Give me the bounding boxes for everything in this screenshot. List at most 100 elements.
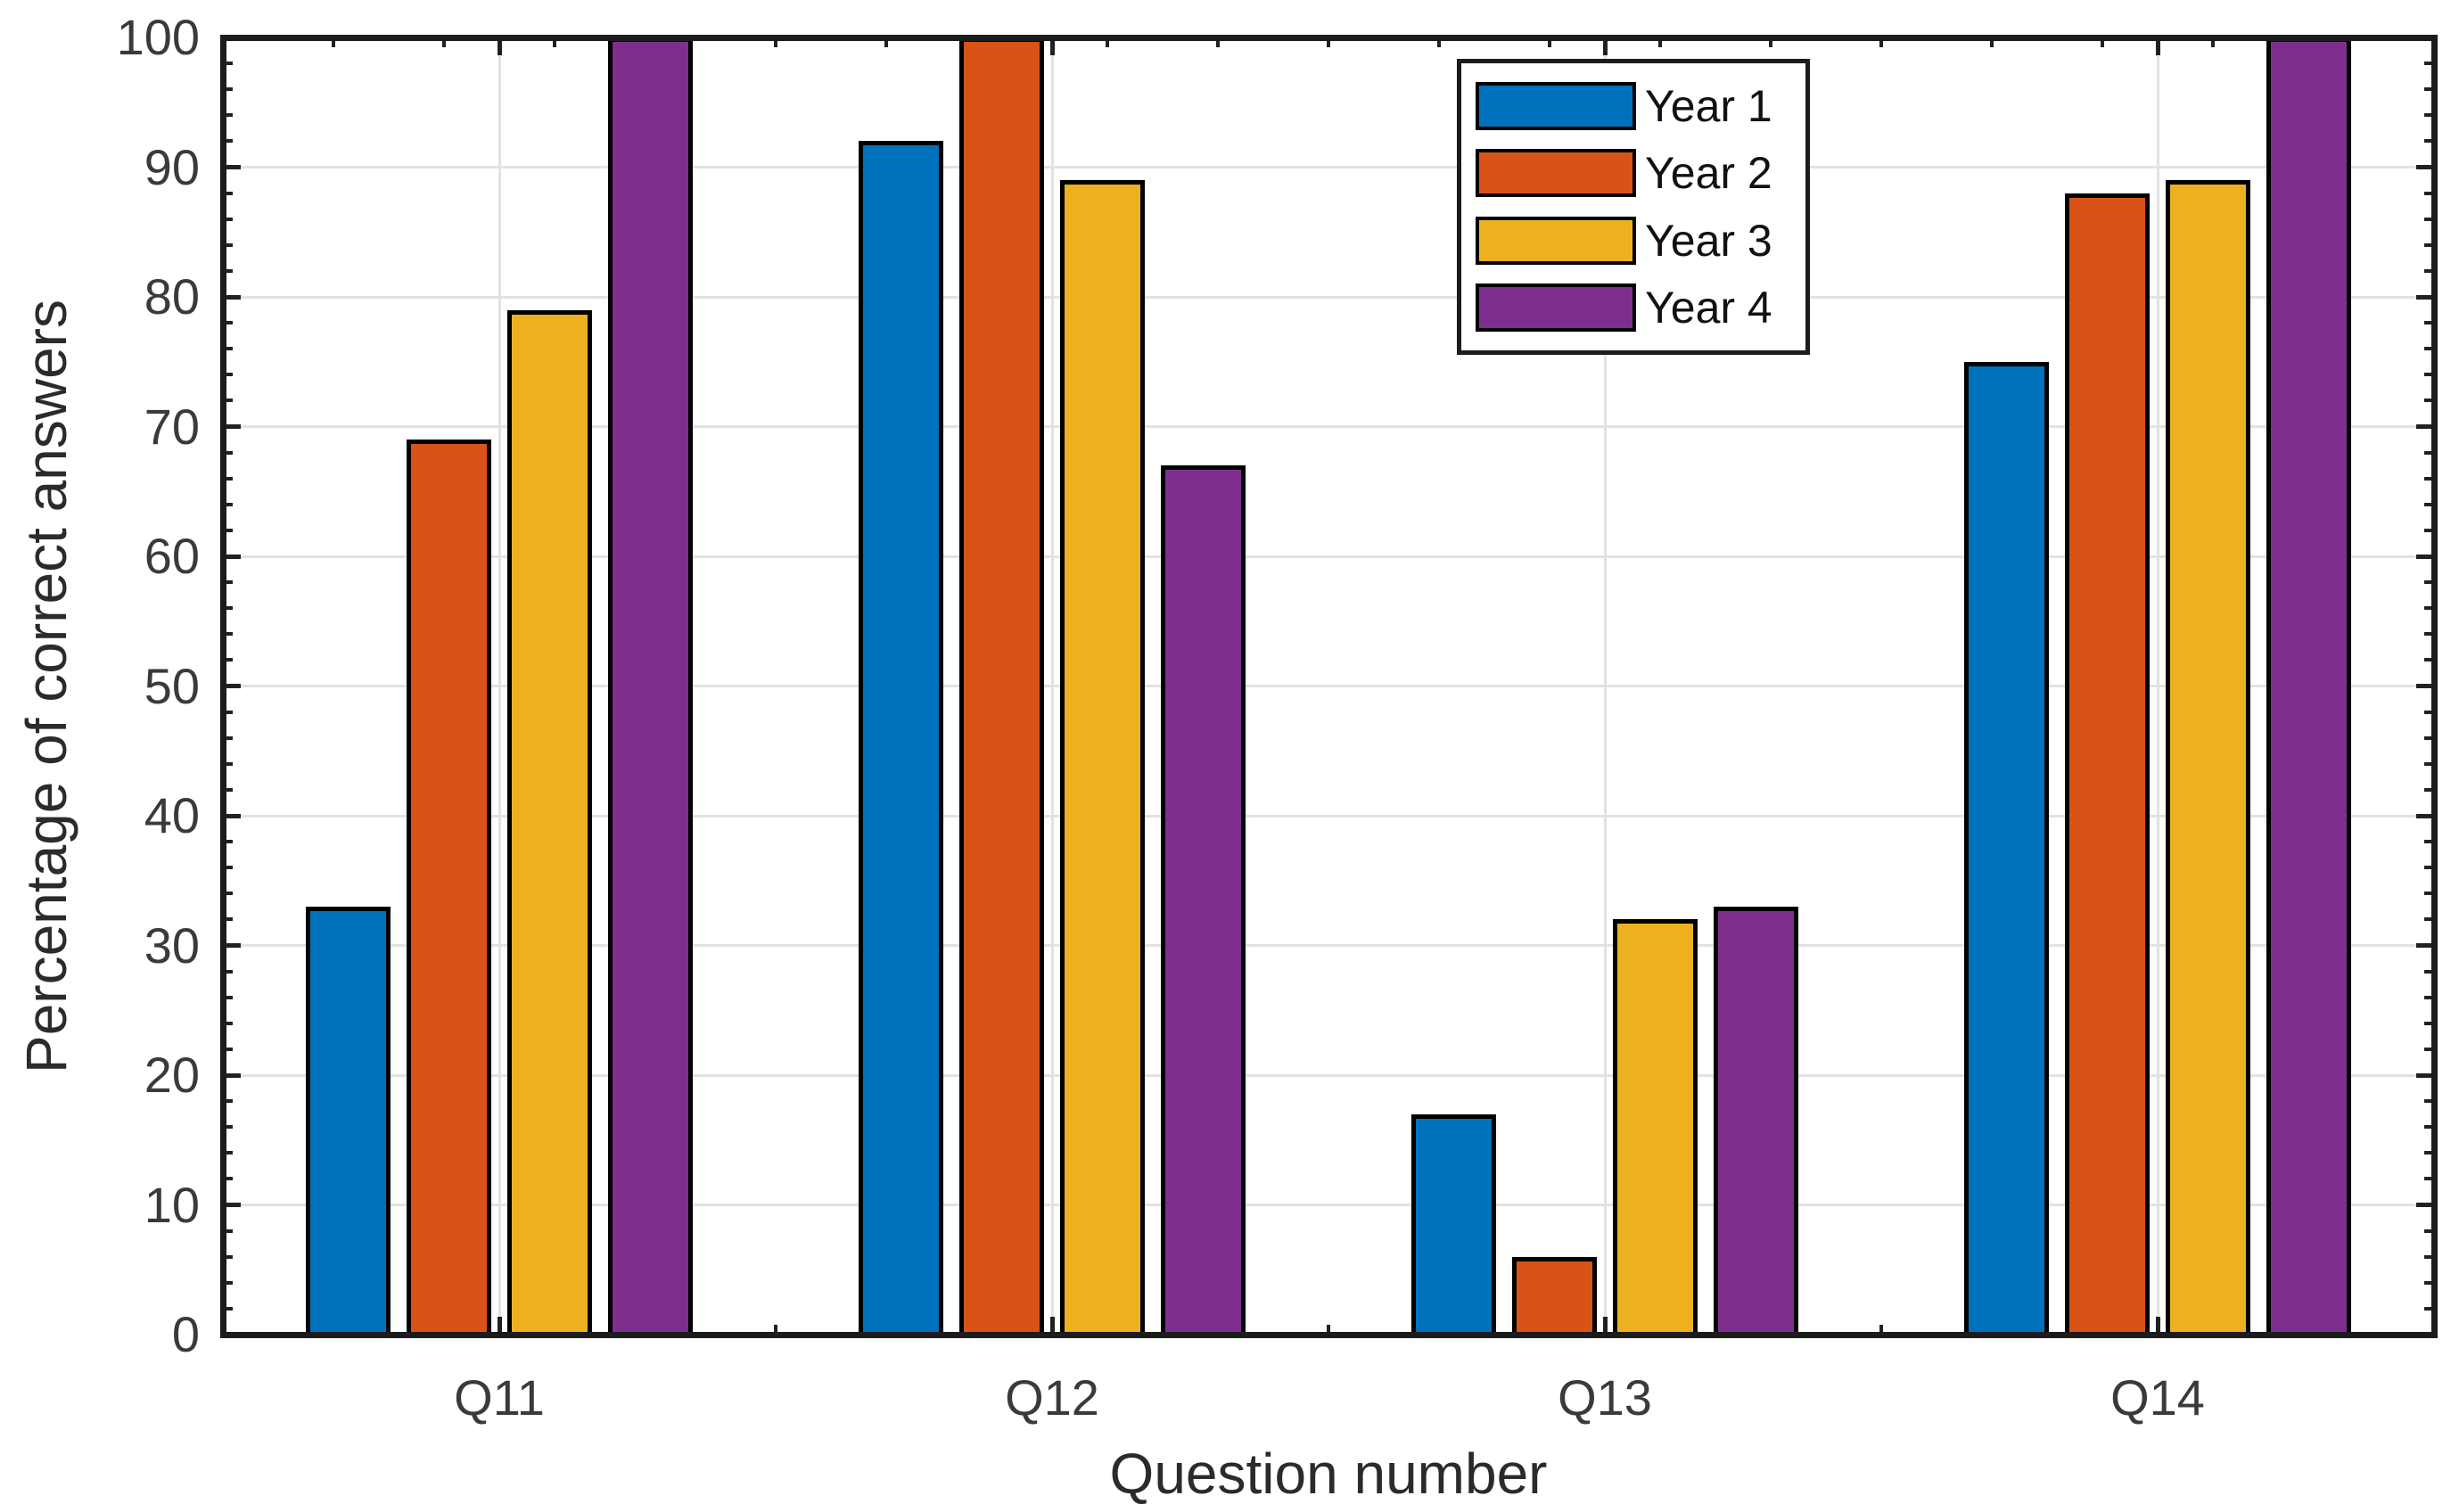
y-minor-tick-right [2424, 969, 2434, 974]
x-major-tick-top [1049, 37, 1055, 55]
y-minor-tick-left [223, 268, 233, 273]
y-major-tick-left [223, 684, 241, 688]
y-major-tick-left [223, 1072, 241, 1078]
y-tick-label-0: 0 [171, 1306, 200, 1362]
y-minor-tick-right [2424, 735, 2434, 740]
y-minor-tick-right [2424, 787, 2434, 792]
y-gridline-60 [223, 555, 2434, 558]
x-gridline-Q12 [1050, 37, 1054, 1335]
right-spine [2431, 35, 2438, 1338]
x-minor-tick-top [1879, 37, 1883, 47]
x-tick-label-Q13: Q13 [1558, 1369, 1652, 1426]
y-minor-tick-right [2424, 1021, 2434, 1025]
y-minor-tick-left [223, 242, 233, 247]
y-minor-tick-left [223, 969, 233, 974]
y-major-tick-left [223, 943, 241, 948]
y-minor-tick-right [2424, 632, 2434, 637]
legend-swatch-Year-2 [1476, 149, 1636, 198]
y-minor-tick-right [2424, 1125, 2434, 1130]
y-minor-tick-right [2424, 658, 2434, 662]
y-minor-tick-left [223, 892, 233, 896]
x-minor-tick-top [1990, 37, 1994, 47]
x-tick-label-Q12: Q12 [1005, 1369, 1099, 1426]
x-minor-tick-top [1658, 37, 1662, 47]
x-minor-tick-top [774, 37, 777, 47]
x-major-tick-bottom [497, 1317, 502, 1335]
legend-entry-Year-1: Year 1 [1461, 81, 1805, 130]
x-minor-tick-top [1216, 37, 1220, 47]
y-minor-tick-left [223, 113, 233, 118]
y-minor-tick-left [223, 917, 233, 922]
y-gridline-90 [223, 166, 2434, 168]
x-minor-tick-top [1437, 37, 1441, 47]
y-major-tick-left [223, 294, 241, 300]
y-major-tick-right [2416, 1072, 2434, 1078]
y-tick-label-100: 100 [116, 9, 200, 65]
y-minor-tick-left [223, 1280, 233, 1285]
y-minor-tick-left [223, 528, 233, 532]
y-major-tick-right [2416, 165, 2434, 169]
y-tick-label-20: 20 [144, 1047, 200, 1103]
x-major-tick-top [497, 37, 502, 55]
y-minor-tick-left [223, 502, 233, 506]
x-gridline-Q14 [2156, 37, 2159, 1335]
x-major-tick-bottom [2155, 1317, 2160, 1335]
legend-label-Year-2: Year 2 [1645, 148, 1772, 199]
y-minor-tick-right [2424, 113, 2434, 118]
bar-Q11-Year-3 [507, 309, 592, 1337]
y-minor-tick-right [2424, 450, 2434, 455]
y-minor-tick-left [223, 321, 233, 325]
y-major-tick-left [223, 1203, 241, 1207]
y-major-tick-left [223, 554, 241, 559]
y-major-tick-right [2416, 813, 2434, 818]
plot-area [220, 35, 2438, 1338]
bar-Q12-Year-2 [959, 37, 1044, 1337]
legend-entry-Year-4: Year 4 [1461, 284, 1805, 333]
y-minor-tick-right [2424, 995, 2434, 999]
bar-Q14-Year-1 [1964, 361, 2049, 1337]
x-minor-tick-bottom [1327, 1325, 1330, 1335]
legend-swatch-Year-1 [1476, 81, 1636, 130]
legend-entry-Year-2: Year 2 [1461, 148, 1805, 199]
y-minor-tick-left [223, 1151, 233, 1155]
y-minor-tick-right [2424, 502, 2434, 506]
x-major-tick-bottom [1602, 1317, 1608, 1335]
y-major-tick-right [2416, 554, 2434, 559]
y-major-tick-left [223, 165, 241, 169]
y-minor-tick-right [2424, 840, 2434, 844]
y-minor-tick-right [2424, 399, 2434, 403]
bar-Q13-Year-1 [1411, 1113, 1496, 1337]
x-minor-tick-top [884, 37, 888, 47]
y-minor-tick-left [223, 1021, 233, 1025]
y-minor-tick-right [2424, 62, 2434, 66]
y-minor-tick-right [2424, 1306, 2434, 1311]
y-major-tick-left [223, 813, 241, 818]
y-tick-label-50: 50 [144, 657, 200, 714]
y-minor-tick-left [223, 1228, 233, 1233]
bar-Q14-Year-2 [2065, 193, 2150, 1337]
y-minor-tick-left [223, 476, 233, 481]
x-tick-label-Q11: Q11 [454, 1369, 545, 1426]
y-axis-label: Percentage of correct answers [14, 300, 78, 1073]
x-minor-tick-bottom [774, 1325, 777, 1335]
x-major-tick-bottom [1049, 1317, 1055, 1335]
y-minor-tick-right [2424, 761, 2434, 766]
y-minor-tick-left [223, 1254, 233, 1259]
y-major-tick-right [2416, 684, 2434, 688]
y-minor-tick-left [223, 632, 233, 637]
y-minor-tick-right [2424, 217, 2434, 221]
y-minor-tick-right [2424, 1280, 2434, 1285]
legend: Year 1 Year 2 Year 3 Year 4 [1457, 59, 1810, 355]
bar-Q11-Year-2 [407, 440, 491, 1337]
y-minor-tick-right [2424, 476, 2434, 481]
x-minor-tick-top [1769, 37, 1772, 47]
legend-label-Year-3: Year 3 [1645, 215, 1772, 266]
x-minor-tick-top [1106, 37, 1109, 47]
y-minor-tick-left [223, 450, 233, 455]
y-minor-tick-left [223, 761, 233, 766]
y-gridline-20 [223, 1073, 2434, 1077]
x-minor-tick-top [553, 37, 556, 47]
y-gridline-30 [223, 944, 2434, 947]
y-major-tick-right [2416, 1203, 2434, 1207]
